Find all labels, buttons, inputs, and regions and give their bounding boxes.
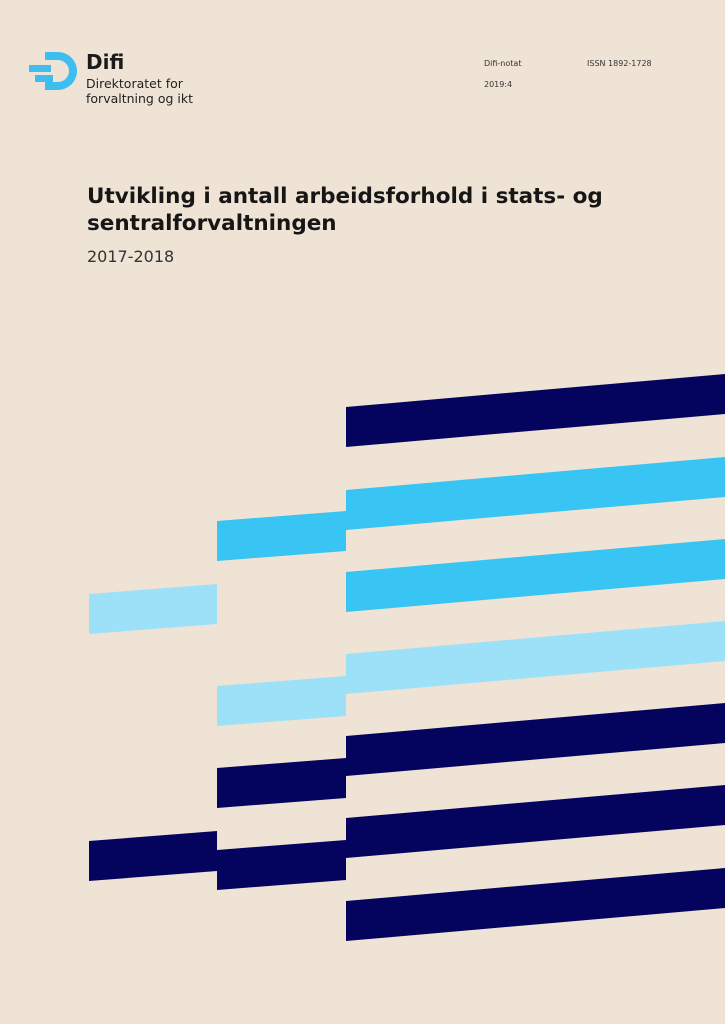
stripe-navy-right-3 bbox=[346, 785, 725, 858]
stripe-light-middle bbox=[217, 676, 346, 726]
stripe-blue-right-1 bbox=[346, 457, 725, 530]
stripe-navy-right-2 bbox=[346, 703, 725, 776]
stripe-navy-left bbox=[89, 831, 217, 881]
tagline-line-2: forvaltning og ikt bbox=[86, 91, 194, 106]
brand-name: Difi bbox=[86, 50, 125, 74]
stripe-navy-right-4 bbox=[346, 868, 725, 941]
series-label: Difi-notat bbox=[484, 59, 522, 68]
stripe-light-left bbox=[89, 584, 217, 634]
stripe-light-right bbox=[346, 621, 725, 694]
series-number: 2019:4 bbox=[484, 80, 513, 89]
stripe-blue-right-2 bbox=[346, 539, 725, 612]
stripe-blue-middle bbox=[217, 511, 346, 561]
brand-tagline: Direktoratet for forvaltning og ikt bbox=[86, 76, 226, 106]
stripe-navy-middle-2 bbox=[217, 840, 346, 890]
document-title: Utvikling i antall arbeidsforhold i stat… bbox=[87, 184, 603, 236]
tagline-line-1: Direktoratet for bbox=[86, 76, 183, 91]
document-subtitle: 2017-2018 bbox=[87, 247, 175, 266]
stripe-navy-right-1 bbox=[346, 374, 725, 447]
difi-logo-icon bbox=[29, 52, 77, 90]
issn: ISSN 1892-1728 bbox=[587, 59, 652, 68]
stripe-navy-middle-1 bbox=[217, 758, 346, 808]
